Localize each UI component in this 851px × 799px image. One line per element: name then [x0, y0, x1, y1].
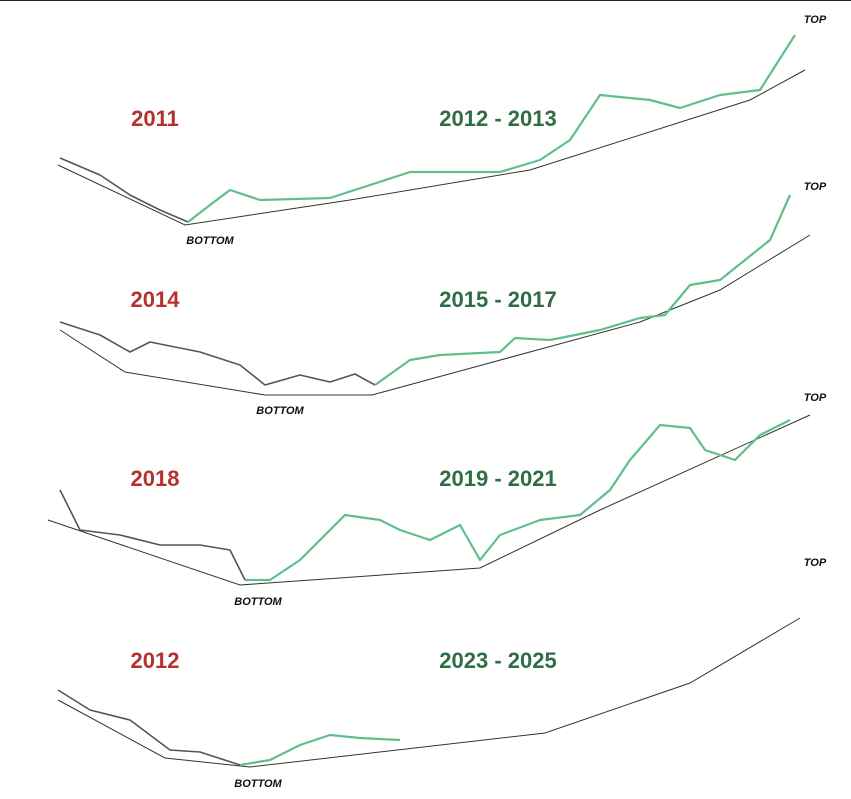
panel: 2012 2023 - 2025 BOTTOM TOP: [57, 557, 827, 790]
price-path-up: [245, 419, 791, 582]
top-label: TOP: [804, 181, 827, 193]
bear-label: 2014: [131, 287, 181, 312]
price-path: [59, 157, 189, 223]
bottom-label: BOTTOM: [234, 778, 282, 790]
bull-label: 2023 - 2025: [439, 648, 556, 673]
bottom-label: BOTTOM: [234, 596, 282, 608]
support-line: [57, 69, 806, 226]
bear-label: 2011: [131, 106, 179, 131]
bear-label: 2018: [131, 466, 180, 491]
bull-label: 2012 - 2013: [439, 106, 556, 131]
panel: 2018 2019 - 2021 BOTTOM TOP: [47, 392, 827, 608]
price-path-up: [187, 34, 796, 223]
top-label: TOP: [804, 392, 827, 404]
bull-label: 2019 - 2021: [439, 466, 556, 491]
price-path: [57, 689, 241, 766]
price-path-up: [374, 194, 792, 386]
support-line: [59, 234, 811, 396]
panel: 2011 2012 - 2013 BOTTOM TOP: [57, 14, 827, 247]
top-label: TOP: [804, 14, 827, 26]
price-path: [59, 321, 376, 386]
price-path-up: [239, 733, 401, 767]
top-label: TOP: [804, 557, 827, 569]
price-path: [59, 489, 246, 581]
support-line: [47, 414, 811, 586]
bottom-label: BOTTOM: [186, 235, 234, 247]
bottom-label: BOTTOM: [256, 405, 304, 417]
bull-label: 2015 - 2017: [439, 287, 556, 312]
support-line: [57, 617, 801, 768]
bear-label: 2012: [131, 648, 180, 673]
panel: 2014 2015 - 2017 BOTTOM TOP: [59, 181, 827, 417]
